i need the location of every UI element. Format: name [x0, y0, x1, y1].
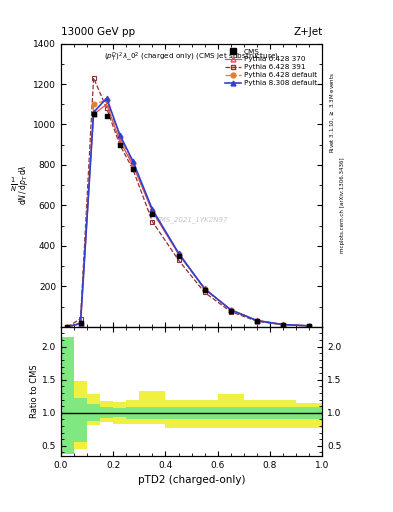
- Pythia 6.428 391: [91, 75, 96, 81]
- CMS: [103, 112, 110, 120]
- Pythia 6.428 370: [202, 285, 207, 291]
- CMS: [117, 141, 123, 149]
- Pythia 6.428 default: [281, 322, 285, 328]
- Pythia 6.428 default: [65, 324, 70, 330]
- Pythia 6.428 370: [65, 324, 70, 330]
- Text: mcplots.cern.ch [arXiv:1306.3436]: mcplots.cern.ch [arXiv:1306.3436]: [340, 157, 345, 252]
- Pythia 8.308 default: [65, 324, 70, 330]
- CMS: [149, 209, 156, 218]
- Text: Z+Jet: Z+Jet: [293, 27, 322, 37]
- Pythia 6.428 default: [104, 97, 109, 103]
- Pythia 6.428 default: [118, 134, 122, 140]
- CMS: [64, 323, 71, 331]
- Pythia 6.428 391: [202, 289, 207, 295]
- Pythia 6.428 default: [78, 320, 83, 326]
- Pythia 8.308 default: [255, 317, 259, 324]
- Pythia 6.428 391: [255, 318, 259, 324]
- Pythia 6.428 default: [130, 160, 135, 166]
- Pythia 6.428 391: [150, 219, 155, 225]
- Pythia 6.428 391: [228, 309, 233, 315]
- Pythia 8.308 default: [281, 322, 285, 328]
- Pythia 6.428 370: [255, 317, 259, 324]
- Pythia 6.428 370: [307, 323, 312, 329]
- Legend: CMS, Pythia 6.428 370, Pythia 6.428 391, Pythia 6.428 default, Pythia 8.308 defa: CMS, Pythia 6.428 370, Pythia 6.428 391,…: [224, 47, 319, 88]
- Pythia 6.428 370: [176, 251, 181, 257]
- Pythia 6.428 default: [91, 101, 96, 108]
- Pythia 6.428 default: [228, 307, 233, 313]
- Pythia 8.308 default: [130, 158, 135, 164]
- Pythia 8.308 default: [150, 206, 155, 212]
- Pythia 6.428 391: [65, 324, 70, 330]
- CMS: [90, 110, 97, 118]
- Pythia 6.428 default: [202, 286, 207, 292]
- Pythia 6.428 370: [91, 111, 96, 117]
- Line: Pythia 6.428 default: Pythia 6.428 default: [65, 98, 312, 329]
- Pythia 6.428 370: [130, 162, 135, 168]
- Line: Pythia 6.428 391: Pythia 6.428 391: [65, 75, 312, 329]
- CMS: [280, 321, 286, 329]
- Pythia 6.428 370: [150, 208, 155, 215]
- Pythia 8.308 default: [91, 109, 96, 115]
- Pythia 8.308 default: [202, 286, 207, 292]
- Y-axis label: $\mathrm{d}N\,/\,\mathrm{d}p_T\,\mathrm{d}\lambda$: $\mathrm{d}N\,/\,\mathrm{d}p_T\,\mathrm{…: [17, 165, 30, 205]
- Text: $(p_T^D)^2\lambda\_0^2$ (charged only) (CMS jet substructure): $(p_T^D)^2\lambda\_0^2$ (charged only) (…: [104, 51, 279, 64]
- Pythia 6.428 default: [176, 251, 181, 257]
- Text: Rivet 3.1.10, $\geq$ 3.3M events: Rivet 3.1.10, $\geq$ 3.3M events: [328, 72, 336, 153]
- Pythia 6.428 default: [255, 317, 259, 324]
- Pythia 8.308 default: [307, 323, 312, 329]
- Pythia 8.308 default: [176, 250, 181, 256]
- Line: Pythia 6.428 370: Pythia 6.428 370: [65, 102, 312, 329]
- Pythia 8.308 default: [78, 320, 83, 326]
- Pythia 8.308 default: [104, 95, 109, 101]
- X-axis label: pTD2 (charged-only): pTD2 (charged-only): [138, 475, 245, 485]
- Pythia 6.428 370: [228, 307, 233, 313]
- Y-axis label: Ratio to CMS: Ratio to CMS: [30, 365, 39, 418]
- Pythia 6.428 391: [281, 322, 285, 328]
- Text: CMS_2021_1YK2N97: CMS_2021_1YK2N97: [155, 216, 228, 223]
- Pythia 6.428 370: [78, 321, 83, 327]
- Pythia 6.428 391: [130, 166, 135, 172]
- Pythia 6.428 370: [118, 138, 122, 144]
- CMS: [254, 317, 260, 325]
- Pythia 6.428 391: [118, 142, 122, 148]
- Pythia 6.428 391: [78, 316, 83, 322]
- Pythia 6.428 370: [104, 101, 109, 108]
- CMS: [77, 319, 84, 327]
- Text: 13000 GeV pp: 13000 GeV pp: [61, 27, 135, 37]
- CMS: [130, 165, 136, 173]
- CMS: [202, 286, 208, 294]
- CMS: [175, 252, 182, 260]
- Line: Pythia 8.308 default: Pythia 8.308 default: [65, 96, 312, 329]
- Pythia 6.428 370: [281, 322, 285, 328]
- Pythia 6.428 391: [104, 105, 109, 112]
- Pythia 6.428 default: [150, 207, 155, 214]
- Pythia 6.428 default: [307, 323, 312, 329]
- Pythia 8.308 default: [118, 132, 122, 138]
- Pythia 8.308 default: [228, 307, 233, 313]
- Text: $\frac{1}{N}$: $\frac{1}{N}$: [10, 176, 17, 195]
- Pythia 6.428 391: [307, 323, 312, 329]
- CMS: [306, 322, 312, 330]
- Pythia 6.428 391: [176, 257, 181, 263]
- CMS: [228, 307, 234, 315]
